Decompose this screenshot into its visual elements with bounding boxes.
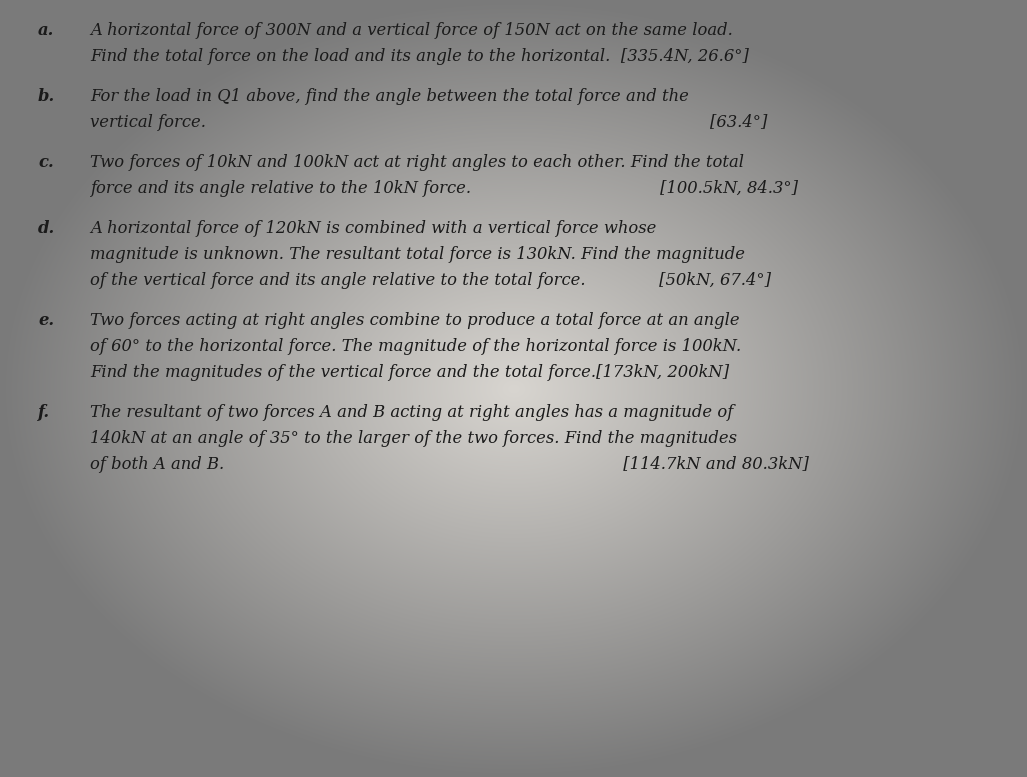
Text: f.: f. [38,404,50,421]
Text: c.: c. [38,154,53,171]
Text: A horizontal force of 120kN is combined with a vertical force whose: A horizontal force of 120kN is combined … [90,220,656,237]
Text: 140kN at an angle of 35° to the larger of the two forces. Find the magnitudes: 140kN at an angle of 35° to the larger o… [90,430,737,447]
Text: of both A and B.                                                                : of both A and B. [90,456,809,473]
Text: force and its angle relative to the 10kN force.                                 : force and its angle relative to the 10kN… [90,180,798,197]
Text: e.: e. [38,312,54,329]
Text: A horizontal force of 300N and a vertical force of 150N act on the same load.: A horizontal force of 300N and a vertica… [90,22,733,39]
Text: The resultant of two forces A and B acting at right angles has a magnitude of: The resultant of two forces A and B acti… [90,404,733,421]
Text: of the vertical force and its angle relative to the total force.              [5: of the vertical force and its angle rela… [90,272,771,289]
Text: Find the total force on the load and its angle to the horizontal.  [335.4N, 26.6: Find the total force on the load and its… [90,48,749,65]
Text: a.: a. [38,22,54,39]
Text: of 60° to the horizontal force. The magnitude of the horizontal force is 100kN.: of 60° to the horizontal force. The magn… [90,338,741,355]
Text: b.: b. [38,88,55,105]
Text: magnitude is unknown. The resultant total force is 130kN. Find the magnitude: magnitude is unknown. The resultant tota… [90,246,745,263]
Text: For the load in Q1 above, find the angle between the total force and the: For the load in Q1 above, find the angle… [90,88,689,105]
Text: vertical force.                                                                 : vertical force. [90,114,767,131]
Text: Two forces of 10kN and 100kN act at right angles to each other. Find the total: Two forces of 10kN and 100kN act at righ… [90,154,744,171]
Text: Find the magnitudes of the vertical force and the total force.[173kN, 200kN]: Find the magnitudes of the vertical forc… [90,364,729,381]
Text: Two forces acting at right angles combine to produce a total force at an angle: Two forces acting at right angles combin… [90,312,739,329]
Text: d.: d. [38,220,55,237]
